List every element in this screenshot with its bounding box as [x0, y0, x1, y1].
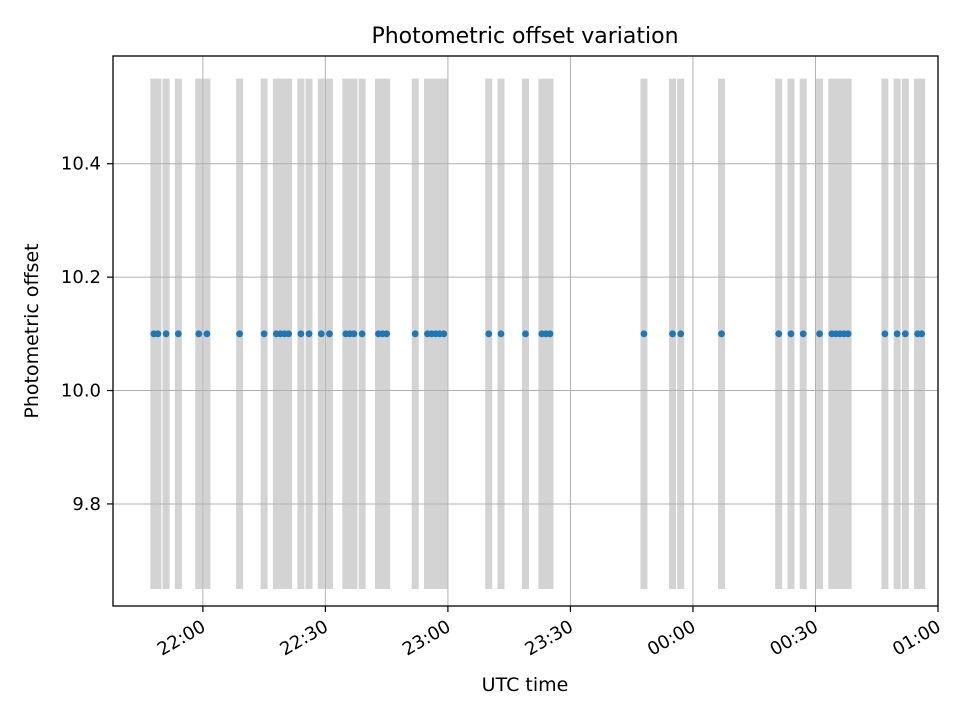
data-point	[174, 330, 182, 338]
data-point	[816, 330, 823, 338]
data-point	[317, 330, 325, 338]
data-point	[546, 330, 554, 338]
data-point	[358, 330, 366, 338]
data-point	[203, 330, 211, 338]
data-point	[285, 330, 293, 338]
chart-title: Photometric offset variation	[371, 24, 678, 49]
data-point	[775, 330, 783, 338]
x-tick-label: 01:00	[889, 616, 944, 660]
x-axis-label: UTC time	[482, 674, 569, 696]
data-point	[305, 330, 313, 338]
data-point	[677, 330, 685, 338]
data-point	[522, 330, 529, 338]
data-point	[162, 330, 170, 338]
x-tick-label: 22:30	[276, 616, 331, 660]
data-point	[844, 330, 852, 338]
point-layer	[150, 330, 926, 338]
data-point	[787, 330, 795, 338]
x-tick-label: 00:30	[767, 616, 822, 660]
x-axis: 22:00 22:30 23:00 23:30 00:00 00:30 01:00	[154, 606, 945, 660]
data-point	[669, 330, 676, 338]
data-point	[718, 330, 725, 338]
y-tick-label: 10.0	[61, 381, 101, 402]
data-point	[893, 330, 901, 338]
data-point	[440, 330, 448, 338]
x-tick-label: 00:00	[644, 616, 699, 660]
x-tick-label: 22:00	[154, 616, 209, 660]
data-point	[497, 330, 505, 338]
y-tick-label: 10.4	[61, 154, 101, 175]
data-point	[154, 330, 162, 338]
y-tick-label: 10.2	[61, 267, 101, 288]
data-point	[195, 330, 203, 338]
data-point	[901, 330, 909, 338]
data-point	[640, 330, 648, 338]
data-point	[383, 330, 391, 338]
y-tick-label: 9.8	[72, 494, 101, 515]
data-point	[236, 330, 244, 338]
data-point	[411, 330, 419, 338]
y-axis-label: Photometric offset	[21, 243, 43, 418]
data-point	[881, 330, 889, 338]
data-point	[326, 330, 333, 338]
y-axis: 9.8 10.0 10.2 10.4	[61, 154, 113, 515]
data-point	[260, 330, 268, 338]
data-point	[350, 330, 358, 338]
x-tick-label: 23:00	[399, 616, 454, 660]
x-tick-label: 23:30	[522, 616, 577, 660]
data-point	[485, 330, 493, 338]
data-point	[799, 330, 807, 338]
data-point	[297, 330, 305, 338]
data-point	[918, 330, 926, 338]
plot-frame	[112, 55, 939, 607]
